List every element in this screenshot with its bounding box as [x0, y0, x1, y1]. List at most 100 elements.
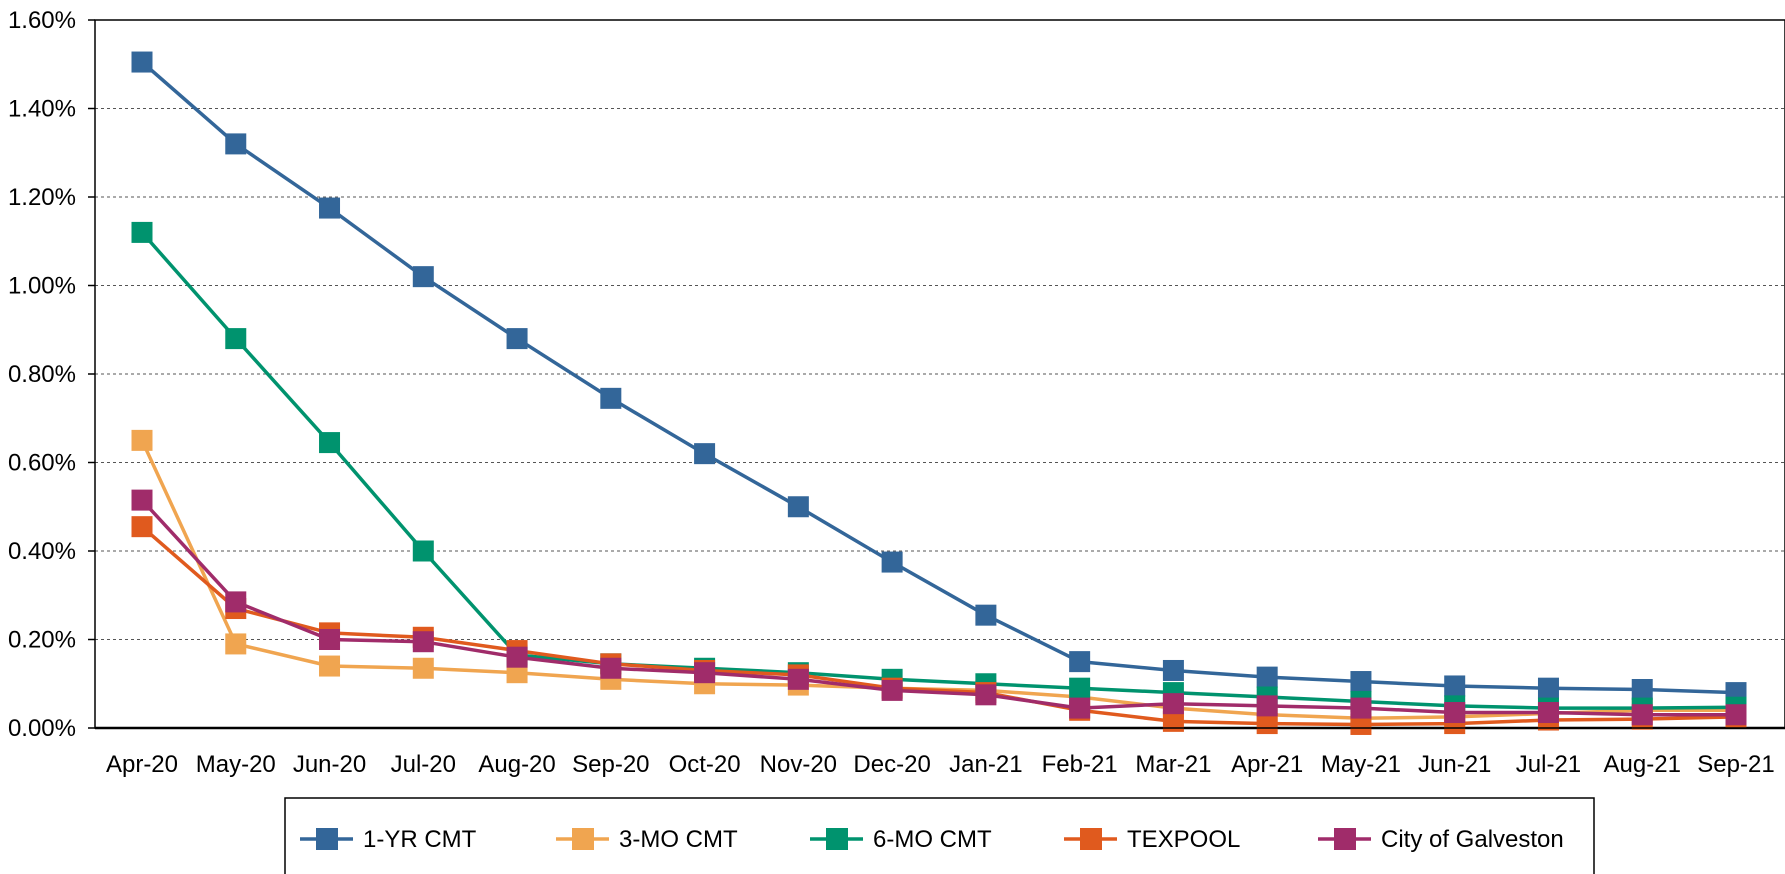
legend-entry: City of Galveston — [1318, 826, 1564, 853]
data-point — [600, 657, 622, 679]
y-tick-label: 1.00% — [8, 273, 76, 300]
x-tick-label: Jun-21 — [1418, 751, 1491, 778]
data-point — [1444, 675, 1466, 697]
x-tick-label: Aug-20 — [478, 751, 555, 778]
x-tick-label: Jul-20 — [391, 751, 456, 778]
x-tick-label: Jun-20 — [293, 751, 366, 778]
legend-entry: TEXPOOL — [1064, 826, 1240, 853]
x-tick-label: Dec-20 — [853, 751, 930, 778]
data-point — [131, 429, 153, 451]
series-lines — [131, 51, 1747, 735]
data-point — [131, 489, 153, 511]
data-point — [1537, 702, 1559, 724]
x-tick-label: Apr-21 — [1231, 751, 1303, 778]
series-1-yr-cmt — [131, 51, 1747, 704]
series-line — [140, 231, 1737, 710]
data-point — [1350, 697, 1372, 719]
legend-marker — [1334, 828, 1356, 850]
data-point — [1069, 697, 1091, 719]
series-line — [140, 60, 1737, 695]
x-tick-label: Sep-21 — [1697, 751, 1774, 778]
data-point — [506, 646, 528, 668]
data-point — [1350, 671, 1372, 693]
y-axis: 0.00% 0.20% 0.40% 0.60% 0.80% 1.00% 1.20% 1.40%… — [8, 7, 95, 742]
series-line — [140, 439, 1736, 721]
data-point — [131, 516, 153, 538]
data-point — [881, 551, 903, 573]
y-tick-label: 0.20% — [8, 627, 76, 654]
series-city-of-galveston — [131, 489, 1747, 726]
x-tick-label: Aug-21 — [1604, 751, 1681, 778]
x-tick-label: Jan-21 — [949, 751, 1022, 778]
y-tick-label: 0.80% — [8, 361, 76, 388]
legend-label: 1-YR CMT — [363, 826, 477, 853]
y-tick-label: 0.00% — [8, 715, 76, 742]
legend-marker — [572, 828, 594, 850]
series-line — [140, 525, 1737, 727]
data-point — [1256, 695, 1278, 717]
data-point — [1537, 677, 1559, 699]
x-tick-label: Sep-20 — [572, 751, 649, 778]
x-tick-label: Feb-21 — [1042, 751, 1118, 778]
series-3-mo-cmt — [131, 429, 1747, 729]
data-point — [1256, 666, 1278, 688]
data-point — [1069, 677, 1091, 699]
data-point — [319, 629, 341, 650]
legend-label: 6-MO CMT — [873, 826, 992, 853]
legend-label: TEXPOOL — [1127, 826, 1240, 853]
x-axis: Apr-20 May-20 Jun-20 Jul-20 Aug-20 Sep-20 Oct-… — [95, 726, 1785, 778]
data-point — [787, 668, 809, 690]
data-point — [881, 679, 903, 701]
x-tick-label: May-21 — [1321, 751, 1401, 778]
legend-label: City of Galveston — [1381, 826, 1564, 853]
data-point — [319, 197, 341, 219]
data-point — [412, 631, 434, 653]
data-point — [1631, 679, 1653, 701]
x-tick-label: Oct-20 — [669, 751, 741, 778]
x-tick-label: Nov-20 — [760, 751, 837, 778]
data-point — [1162, 710, 1184, 732]
series-6-mo-cmt — [131, 221, 1747, 719]
y-tick-label: 0.60% — [8, 450, 76, 477]
data-point — [1069, 651, 1091, 673]
data-point — [506, 328, 528, 350]
legend: 1-YR CMT 3-MO CMT 6-MO CMT TEXPOOL City of G… — [284, 797, 1595, 874]
legend-entry: 1-YR CMT — [300, 826, 477, 853]
data-point — [225, 591, 247, 613]
legend-label: 3-MO CMT — [619, 826, 738, 853]
legend-box — [284, 797, 1595, 874]
data-point — [412, 266, 434, 288]
data-point — [1350, 713, 1372, 735]
legend-entry: 3-MO CMT — [556, 826, 738, 853]
plot-frame — [94, 19, 1785, 729]
y-tick-label: 0.40% — [8, 538, 76, 565]
data-point — [225, 328, 247, 350]
data-point — [225, 633, 247, 655]
legend-marker — [826, 828, 848, 850]
x-tick-label: Mar-21 — [1135, 751, 1211, 778]
data-point — [975, 684, 997, 706]
series-texpool — [131, 516, 1747, 735]
data-point — [319, 655, 341, 677]
legend-marker — [316, 828, 338, 850]
y-tick-label: 1.60% — [8, 7, 76, 34]
legend-marker — [1080, 828, 1102, 850]
x-tick-label: Jul-21 — [1516, 751, 1581, 778]
data-point — [975, 604, 997, 626]
data-point — [225, 133, 247, 155]
data-point — [1725, 704, 1747, 726]
legend-entry: 6-MO CMT — [810, 826, 992, 853]
data-point — [319, 432, 341, 454]
data-point — [1256, 713, 1278, 735]
data-point — [694, 443, 716, 465]
data-point — [787, 496, 809, 518]
data-point — [131, 221, 153, 243]
series-line — [140, 498, 1736, 717]
data-point — [1444, 702, 1466, 724]
data-point — [600, 387, 622, 409]
x-tick-label: Apr-20 — [106, 751, 178, 778]
data-point — [694, 662, 716, 684]
data-point — [412, 540, 434, 562]
grid-lines — [95, 108, 1785, 640]
y-tick-label: 1.20% — [8, 184, 76, 211]
